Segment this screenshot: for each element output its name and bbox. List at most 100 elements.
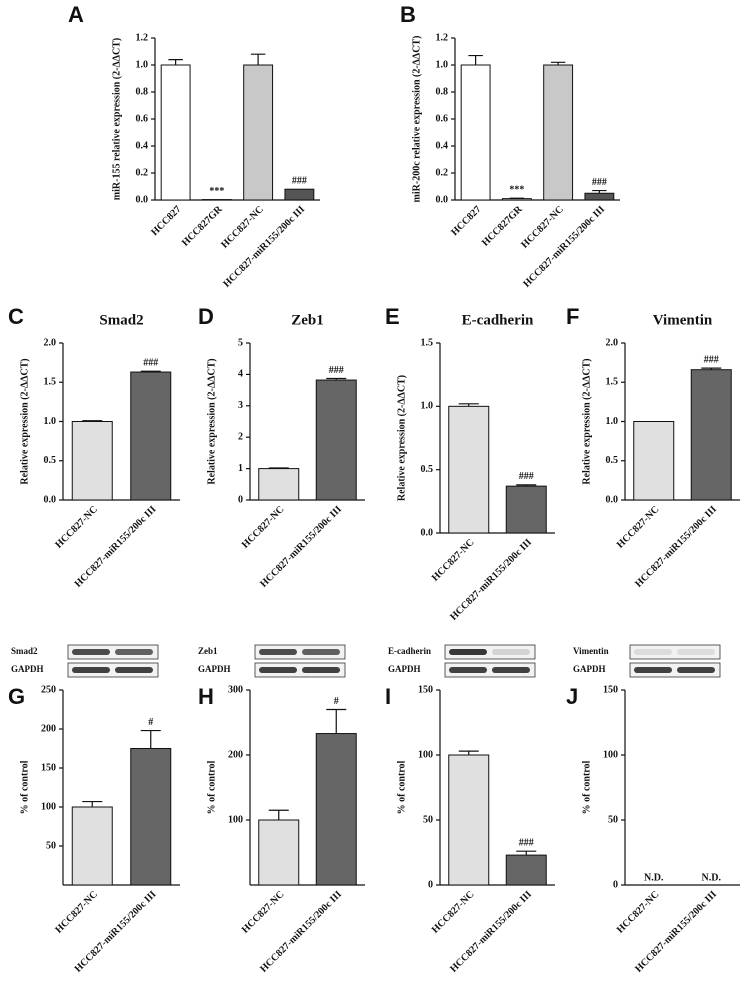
x-tick-label: HCC827-miR155/200c III (221, 204, 307, 290)
blot-band (302, 649, 340, 655)
error-bar (168, 59, 183, 65)
blot-band (72, 649, 110, 655)
panel-letter: H (198, 684, 214, 709)
error-bar (250, 53, 266, 65)
bar (315, 733, 357, 886)
x-tick-label: HCC827-NC (53, 504, 100, 551)
bar (584, 192, 615, 201)
y-tick-label: 1.2 (136, 32, 149, 43)
blot-band (259, 667, 297, 673)
bar (543, 64, 574, 201)
blot-frame (254, 644, 346, 660)
x-tick-label: HCC827-NC (240, 504, 287, 551)
bar (284, 188, 315, 201)
y-axis-label: miR-155 relative expression (2-ΔΔCT) (111, 38, 122, 200)
y-tick-label: 5 (238, 337, 243, 348)
y-tick-label: 1.5 (606, 377, 619, 388)
y-tick-label: 1.2 (436, 32, 449, 43)
y-axis-label: % of control (206, 760, 217, 814)
panel-letter: E (385, 304, 400, 329)
x-tick-label: HCC827-NC (615, 889, 662, 936)
panel-letter: G (8, 684, 25, 709)
panel-letter: C (8, 304, 24, 329)
x-tick-label: HCC827GR (480, 203, 525, 248)
y-tick-label: 0.6 (136, 113, 149, 124)
y-tick-label: 100 (603, 749, 618, 760)
error-bar (82, 420, 103, 422)
x-tick-label: HCC827-NC (430, 537, 477, 584)
y-tick-label: 1.0 (436, 59, 449, 70)
y-axis-label: % of control (581, 760, 592, 814)
error-bar (268, 467, 289, 469)
error-bar (82, 800, 103, 807)
panel-letter: J (566, 684, 578, 709)
blot-band (634, 667, 672, 673)
blot-label: GAPDH (11, 664, 44, 674)
x-tick-label: HCC827-NC (240, 889, 287, 936)
y-tick-label: 0 (238, 494, 243, 505)
y-tick-label: 0.0 (136, 194, 149, 205)
significance: *** (509, 185, 524, 196)
blot-frame (629, 644, 721, 660)
x-tick-label: HCC827-NC (53, 889, 100, 936)
error-bar (592, 189, 607, 194)
blot-label: GAPDH (573, 664, 606, 674)
blot-band (72, 667, 110, 673)
bar (71, 421, 113, 501)
bar (505, 854, 547, 886)
y-axis-label: Relative expression (2-ΔΔCT) (206, 358, 217, 484)
value-label: N.D. (644, 872, 664, 883)
y-axis-label: Relative expression (2-ΔΔCT) (396, 375, 407, 501)
y-tick-label: 1.0 (136, 59, 149, 70)
panel-letter: A (68, 2, 84, 27)
bar (501, 198, 532, 201)
y-axis-label: % of control (19, 760, 30, 814)
y-tick-label: 50 (423, 814, 433, 825)
blot-frame (444, 644, 536, 660)
y-tick-label: 0.5 (606, 455, 619, 466)
y-tick-label: 0 (428, 879, 433, 890)
x-tick-label: HCC827-NC (615, 504, 662, 551)
y-tick-label: 2 (238, 431, 243, 442)
bar (315, 379, 357, 501)
y-tick-label: 2.0 (44, 337, 57, 348)
error-bar (326, 377, 347, 381)
y-tick-label: 0.5 (421, 464, 434, 475)
error-bar (701, 367, 722, 370)
bar (258, 819, 300, 886)
y-tick-label: 0.8 (136, 86, 149, 97)
bar (460, 64, 491, 201)
significance: *** (209, 186, 224, 197)
error-bar (326, 708, 347, 734)
bar (258, 468, 300, 501)
bar (71, 806, 113, 886)
error-bar (516, 484, 537, 487)
x-tick-label: HCC827GR (180, 203, 225, 248)
y-tick-label: 150 (418, 684, 433, 695)
y-tick-label: 2.0 (606, 337, 619, 348)
error-bar (140, 729, 161, 749)
y-tick-label: 1.0 (606, 416, 619, 427)
significance: ### (292, 175, 307, 186)
y-tick-label: 0.0 (421, 527, 434, 538)
y-tick-label: 1.0 (421, 401, 434, 412)
blot-frame (67, 662, 159, 678)
error-bar (458, 403, 479, 407)
error-bar (550, 61, 566, 65)
y-tick-label: 4 (238, 369, 243, 380)
panel-letter: F (566, 304, 579, 329)
x-tick-label: HCC827-NC (430, 889, 477, 936)
blot-band (677, 649, 715, 655)
error-bar (458, 750, 479, 755)
chart-title: E-cadherin (462, 312, 534, 328)
error-bar (268, 809, 289, 820)
panel-letter: B (400, 2, 416, 27)
y-axis-label: Relative expression (2-ΔΔCT) (581, 358, 592, 484)
y-tick-label: 1.5 (44, 377, 57, 388)
y-tick-label: 0.0 (44, 494, 57, 505)
x-tick-label: HCC827 (149, 204, 183, 238)
blot-label: Smad2 (11, 646, 38, 656)
y-tick-label: 0.5 (44, 455, 57, 466)
blot-label: GAPDH (388, 664, 421, 674)
y-tick-label: 100 (418, 749, 433, 760)
